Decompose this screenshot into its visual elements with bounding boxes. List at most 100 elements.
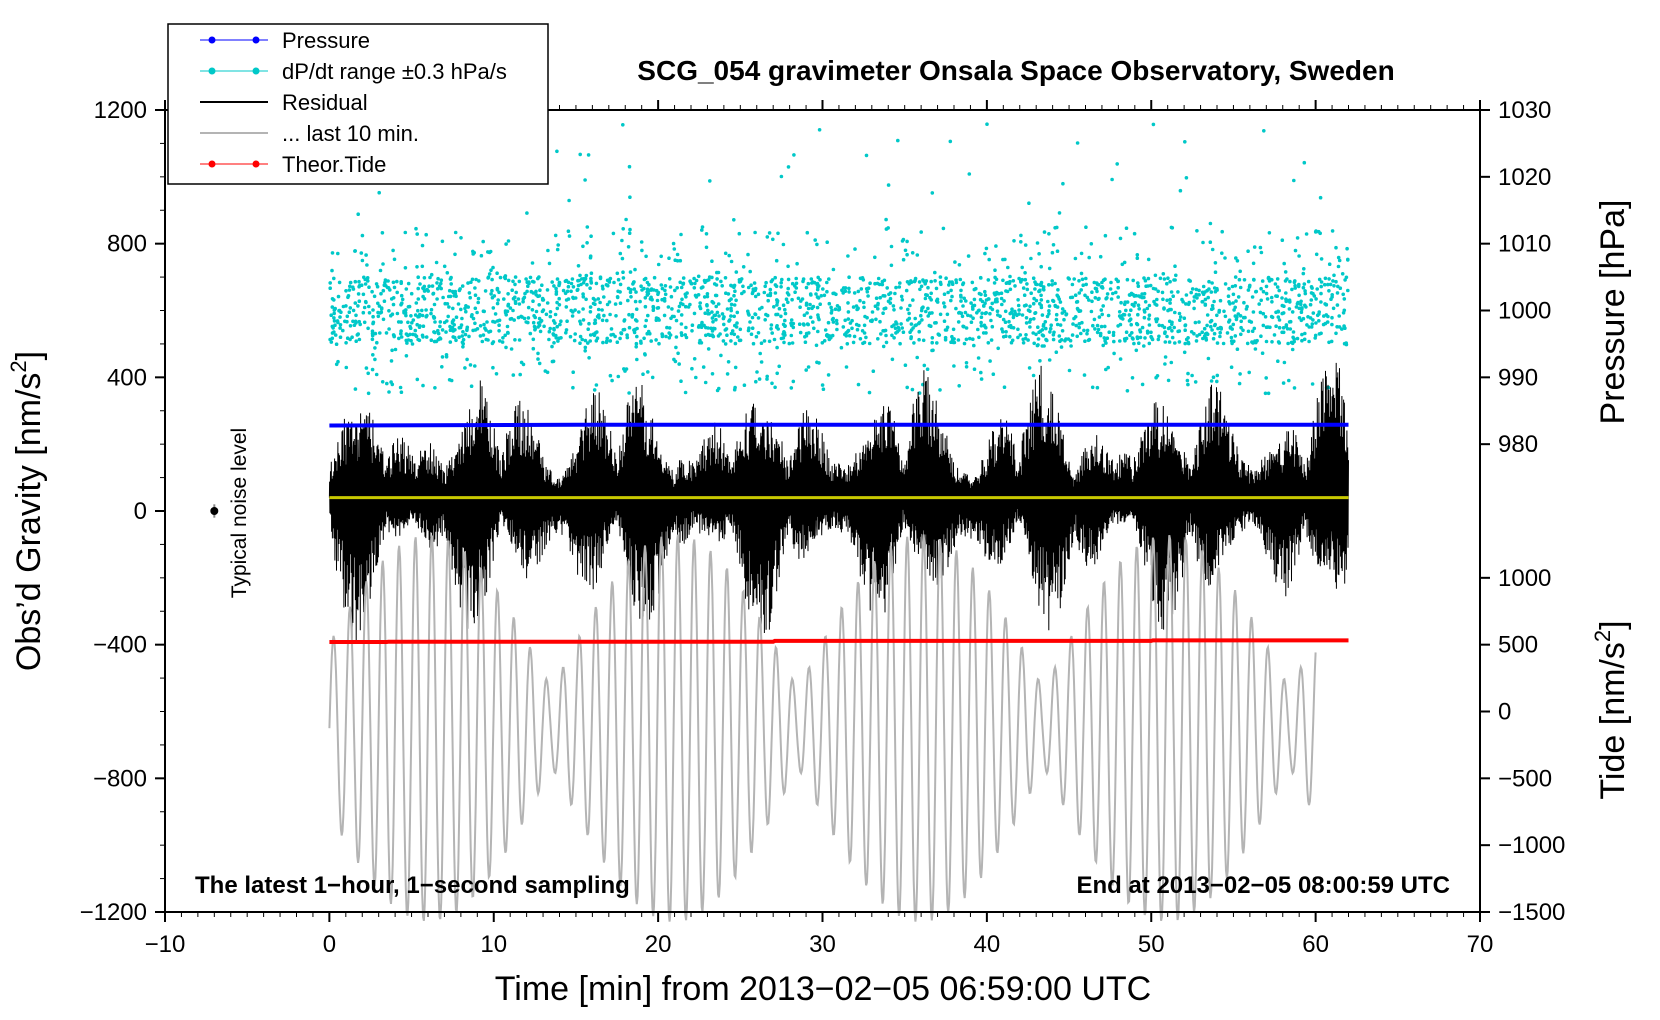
dpdt-point	[983, 301, 987, 306]
dpdt-point	[1064, 337, 1068, 341]
dpdt-point	[336, 294, 341, 299]
dpdt-point	[660, 286, 665, 291]
dpdt-point	[1270, 300, 1274, 304]
dpdt-point	[1233, 334, 1238, 338]
dpdt-point	[410, 321, 414, 325]
dpdt-point	[1239, 319, 1243, 324]
dpdt-point	[1296, 284, 1301, 289]
dpdt-point	[667, 336, 672, 340]
dpdt-point	[532, 324, 537, 329]
dpdt-point	[876, 307, 880, 311]
dpdt-point	[490, 288, 494, 293]
dpdt-point	[882, 329, 886, 333]
dpdt-point	[404, 338, 409, 343]
dpdt-point	[762, 339, 767, 343]
dpdt-point	[1021, 341, 1026, 345]
dpdt-point	[387, 309, 391, 313]
dpdt-point	[1310, 286, 1314, 290]
dpdt-point	[703, 380, 708, 385]
dpdt-point	[1157, 334, 1161, 339]
dpdt-point	[1070, 295, 1075, 300]
dpdt-point	[1254, 289, 1259, 294]
dpdt-point	[329, 313, 334, 318]
dpdt-point	[858, 298, 862, 303]
dpdt-point	[1110, 177, 1114, 182]
dpdt-point	[563, 279, 568, 284]
dpdt-point	[477, 279, 481, 283]
dpdt-point	[399, 280, 404, 284]
dpdt-point	[971, 307, 975, 311]
dpdt-point	[1031, 373, 1036, 378]
dpdt-point	[669, 294, 674, 299]
dpdt-point	[986, 278, 991, 282]
dpdt-point	[961, 324, 965, 329]
dpdt-point	[566, 284, 571, 289]
dpdt-point	[924, 309, 928, 314]
dpdt-point	[1311, 311, 1316, 315]
dpdt-point	[771, 237, 775, 242]
dpdt-point	[1154, 303, 1159, 307]
dpdt-point	[783, 311, 788, 316]
dpdt-point	[815, 305, 820, 310]
dpdt-point	[847, 290, 851, 294]
dpdt-point	[1104, 296, 1108, 301]
dpdt-point	[835, 321, 839, 326]
dpdt-point	[1025, 287, 1030, 292]
dpdt-point	[1093, 327, 1097, 331]
dpdt-point	[1303, 289, 1307, 293]
dpdt-point	[972, 367, 977, 372]
dpdt-point	[729, 302, 734, 307]
dpdt-point	[470, 277, 475, 282]
dpdt-point	[471, 249, 475, 254]
dpdt-point	[903, 363, 908, 368]
dpdt-point	[928, 311, 932, 315]
dpdt-point	[1020, 313, 1025, 317]
dpdt-point	[930, 340, 934, 345]
dpdt-point	[683, 390, 688, 395]
dpdt-point	[995, 309, 1000, 314]
dpdt-point	[1212, 299, 1216, 304]
dpdt-point	[463, 332, 468, 337]
dpdt-point	[1310, 322, 1315, 326]
dpdt-point	[1323, 276, 1328, 281]
dpdt-point	[629, 295, 633, 299]
dpdt-point	[506, 330, 510, 335]
dpdt-point	[493, 312, 498, 316]
dpdt-point	[1148, 283, 1153, 288]
dpdt-point	[784, 297, 789, 302]
dpdt-point	[580, 277, 584, 281]
dpdt-point	[667, 277, 672, 281]
dpdt-point	[1230, 341, 1234, 346]
y-tick-label: −800	[93, 765, 147, 792]
dpdt-point	[540, 298, 545, 302]
dpdt-point	[1096, 282, 1101, 287]
dpdt-point	[1016, 298, 1020, 302]
dpdt-point	[1330, 229, 1335, 233]
dpdt-point	[399, 390, 404, 395]
dpdt-point	[1055, 249, 1060, 253]
dpdt-point	[526, 316, 531, 320]
dpdt-point	[420, 313, 425, 318]
dpdt-point	[943, 328, 948, 332]
dpdt-point	[1263, 315, 1268, 319]
dpdt-point	[1146, 284, 1150, 288]
dpdt-point	[1130, 331, 1134, 335]
dpdt-point	[1082, 328, 1086, 333]
dpdt-point	[772, 305, 776, 309]
dpdt-point	[337, 280, 342, 285]
dpdt-point	[530, 279, 535, 284]
dpdt-point	[1226, 294, 1231, 299]
dpdt-point	[627, 325, 632, 330]
dpdt-point	[1237, 381, 1242, 386]
dpdt-point	[371, 314, 375, 319]
dpdt-point	[1247, 370, 1251, 375]
dpdt-point	[1097, 315, 1102, 319]
dpdt-point	[1276, 359, 1280, 364]
dpdt-point	[1205, 323, 1209, 328]
dpdt-point	[1117, 314, 1122, 318]
dpdt-point	[1171, 294, 1175, 299]
dpdt-point	[1258, 310, 1263, 315]
dpdt-point	[580, 337, 584, 342]
dpdt-point	[615, 340, 620, 345]
dpdt-point	[440, 365, 444, 369]
